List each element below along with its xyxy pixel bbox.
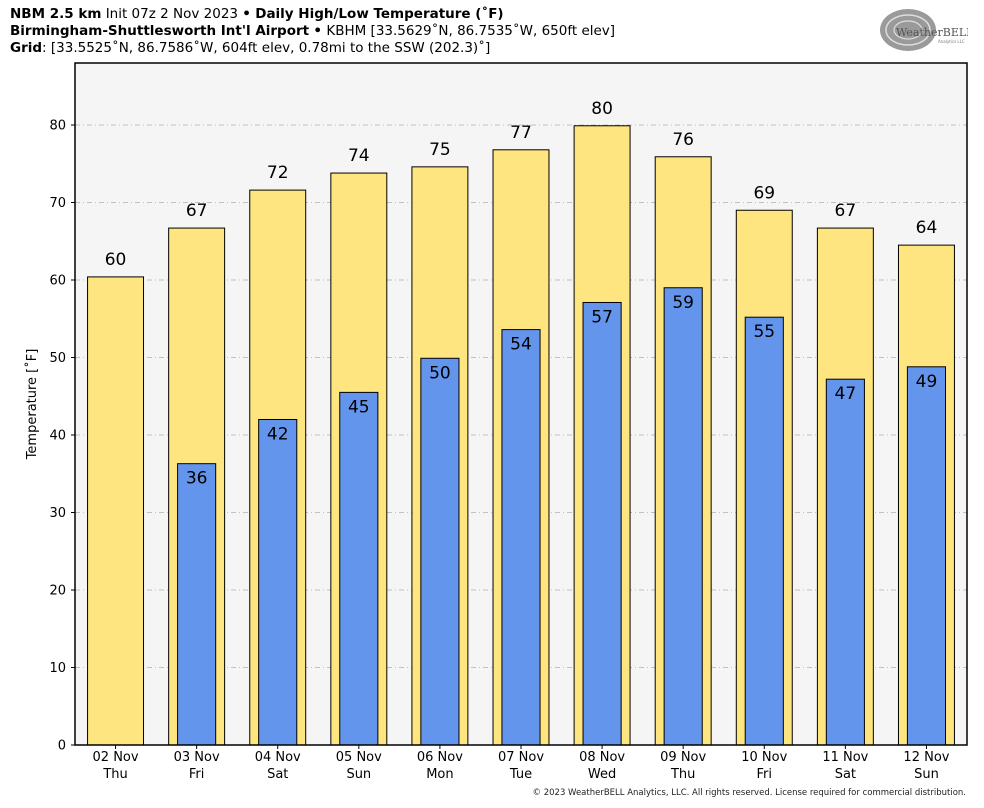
x-tick-date: 08 Nov	[579, 750, 625, 765]
low-temp-label: 57	[591, 307, 613, 327]
grid-detail: : [33.5525˚N, 86.7586˚W, 604ft elev, 0.7…	[42, 40, 491, 56]
product-title: Daily High/Low Temperature (˚F)	[255, 6, 504, 22]
x-tick-day: Sat	[267, 767, 288, 782]
high-temp-label: 77	[510, 123, 532, 143]
low-temp-bar	[582, 301, 622, 746]
low-temp-bar	[258, 419, 298, 746]
high-temp-label: 76	[672, 130, 694, 150]
low-temp-label: 50	[429, 363, 451, 383]
low-temp-label: 47	[835, 384, 857, 404]
y-tick-label: 60	[49, 274, 66, 289]
high-temp-label: 72	[267, 163, 289, 183]
y-tick-label: 40	[49, 429, 66, 444]
logo-swirl	[885, 14, 931, 46]
station-name: Birmingham-Shuttlesworth Int'l Airport	[10, 23, 310, 39]
x-tick-day: Mon	[426, 767, 453, 782]
x-tick-date: 02 Nov	[93, 750, 139, 765]
x-tick-date: 05 Nov	[336, 750, 382, 765]
x-tick-date: 07 Nov	[498, 750, 544, 765]
high-temp-label: 60	[105, 250, 127, 270]
high-temp-label: 75	[429, 140, 451, 160]
x-tick-day: Fri	[757, 767, 773, 782]
x-tick-day: Sun	[346, 767, 371, 782]
high-temp-label: 67	[186, 201, 208, 221]
x-tick-date: 11 Nov	[822, 750, 868, 765]
x-tick-day: Sun	[914, 767, 939, 782]
x-tick-date: 04 Nov	[255, 750, 301, 765]
high-temp-label: 74	[348, 146, 370, 166]
plot-frame	[74, 62, 968, 746]
x-tick-date: 12 Nov	[903, 750, 949, 765]
logo-swirl-inner	[893, 20, 923, 40]
x-axis: 02 Nov Thu 03 Nov Fri 04 Nov Sat 05 Nov Sun 06 N…	[93, 745, 950, 782]
y-tick-label: 20	[49, 584, 66, 599]
y-axis: 0 10 20 30 40 50 60 70 80	[49, 119, 75, 754]
copyright-notice: © 2023 WeatherBELL Analytics, LLC. All r…	[532, 788, 966, 798]
x-tick-day: Wed	[588, 767, 616, 782]
x-tick-day: Sat	[835, 767, 856, 782]
logo-text: WeatherBELL	[896, 26, 968, 39]
x-tick-day: Thu	[670, 767, 695, 782]
low-temp-bar	[663, 287, 703, 746]
y-tick-label: 50	[49, 351, 66, 366]
y-tick-label: 80	[49, 119, 66, 134]
init-time: Init 07z 2 Nov 2023	[105, 6, 238, 22]
low-temp-bar	[177, 463, 217, 746]
separator: •	[313, 23, 323, 39]
low-temp-bar	[744, 316, 784, 746]
high-temp-label: 67	[835, 201, 857, 221]
separator: •	[242, 6, 251, 22]
header-line-1: NBM 2.5 km Init 07z 2 Nov 2023 • Daily H…	[10, 6, 504, 22]
y-axis-label: Temperature [˚F]	[24, 349, 40, 461]
header-line-3: Grid: [33.5525˚N, 86.7586˚W, 604ft elev,…	[10, 40, 490, 56]
x-tick-date: 06 Nov	[417, 750, 463, 765]
logo-subtext: Analytics LLC	[938, 39, 965, 44]
low-temp-label: 45	[348, 397, 370, 417]
grid-label: Grid	[10, 40, 43, 56]
bars: 60 67 36 72 42 74 45 75 50 77 54 80 57 76 59 69 55 67 47 64…	[87, 99, 955, 746]
low-temp-label: 49	[916, 372, 938, 392]
y-tick-label: 10	[49, 661, 66, 676]
low-temp-label: 59	[672, 293, 694, 313]
low-temp-label: 36	[186, 469, 208, 489]
logo-globe	[880, 9, 936, 51]
y-tick-label: 70	[49, 196, 66, 211]
low-temp-bar	[339, 391, 379, 746]
header-line-2: Birmingham-Shuttlesworth Int'l Airport •…	[10, 23, 615, 39]
x-tick-day: Fri	[189, 767, 205, 782]
low-temp-bar	[501, 329, 541, 746]
high-temp-bar	[87, 276, 145, 746]
high-temp-label: 80	[591, 99, 613, 119]
high-temp-label: 69	[753, 183, 775, 203]
low-temp-label: 42	[267, 425, 289, 445]
low-temp-label: 55	[753, 322, 775, 342]
x-tick-date: 09 Nov	[660, 750, 706, 765]
model-name: NBM 2.5 km	[10, 6, 102, 22]
low-temp-label: 54	[510, 335, 532, 355]
weatherbell-logo: WeatherBELL Analytics LLC	[880, 9, 968, 51]
low-temp-bar	[825, 378, 865, 746]
y-tick-label: 30	[49, 506, 66, 521]
station-detail: KBHM [33.5629˚N, 86.7535˚W, 650ft elev]	[326, 23, 616, 39]
x-tick-day: Thu	[102, 767, 127, 782]
x-tick-date: 03 Nov	[174, 750, 220, 765]
x-tick-day: Tue	[509, 767, 532, 782]
high-temp-label: 64	[916, 218, 938, 238]
low-temp-bar	[420, 357, 460, 746]
y-tick-label: 0	[58, 739, 66, 754]
low-temp-bar	[906, 366, 947, 746]
x-tick-date: 10 Nov	[741, 750, 787, 765]
